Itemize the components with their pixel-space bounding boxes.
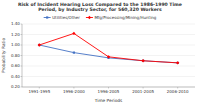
title: Risk of Incident Hearing Loss Compared t… xyxy=(18,2,182,12)
x-tick-label: 2001-2005 xyxy=(132,89,154,94)
title-line: Period, by Industry Sector, for 560,320 … xyxy=(38,7,162,12)
series-marker xyxy=(177,62,179,64)
series-marker xyxy=(107,55,110,58)
x-tick-label: 1991-1995 xyxy=(28,89,50,94)
y-tick-label: 0.60 xyxy=(11,63,20,68)
legend-item: Utilities/Other xyxy=(44,15,81,20)
y-tick-label: 0.20 xyxy=(11,84,20,89)
series-marker xyxy=(38,43,41,46)
y-tick-label: 1.40 xyxy=(11,21,20,26)
legend-label: Utilities/Other xyxy=(52,15,80,20)
series-line xyxy=(39,33,177,62)
grid-line xyxy=(22,24,195,25)
legend-marker xyxy=(88,16,91,19)
legend-item: Mfg/Processing/Mining/Hunting xyxy=(86,15,157,20)
grid-line xyxy=(22,34,195,35)
y-tick-label: 1.20 xyxy=(11,32,20,37)
plot-area xyxy=(38,32,180,65)
title-line: Risk of Incident Hearing Loss Compared t… xyxy=(18,2,182,7)
chart: Risk of Incident Hearing Loss Compared t… xyxy=(0,0,200,106)
series-marker xyxy=(38,44,40,46)
series-marker xyxy=(72,32,75,35)
axes: 0.20 0.40 0.60 0.80 1.00 1.20 1.40 1991-1995 199… xyxy=(11,21,195,93)
grid-line xyxy=(22,87,195,88)
grid-line xyxy=(22,66,195,67)
series-marker xyxy=(73,52,75,54)
y-tick-label: 0.40 xyxy=(11,74,20,79)
x-axis-label: Time Periods xyxy=(94,98,123,103)
x-tick-label: 1996-2005 xyxy=(98,89,120,94)
legend-marker xyxy=(46,16,48,18)
x-tick-label: 2006-2010 xyxy=(167,89,189,94)
y-tick-label: 0.80 xyxy=(11,53,20,58)
legend: Utilities/Other Mfg/Processing/Mining/Hun… xyxy=(44,15,157,20)
y-tick-label: 1.00 xyxy=(11,42,20,47)
legend-label: Mfg/Processing/Mining/Hunting xyxy=(94,15,156,20)
series-marker xyxy=(176,61,179,64)
y-axis-label: Probability Ratio xyxy=(1,38,6,73)
series-line xyxy=(39,45,177,63)
grid-line xyxy=(22,45,195,46)
series-marker xyxy=(141,59,144,62)
legend-swatch xyxy=(44,17,51,18)
y-axis-line xyxy=(22,24,23,87)
grid-line xyxy=(22,76,195,77)
x-axis-line xyxy=(22,87,195,88)
series-marker xyxy=(142,60,144,62)
x-tick-label: 1996-2000 xyxy=(63,89,85,94)
